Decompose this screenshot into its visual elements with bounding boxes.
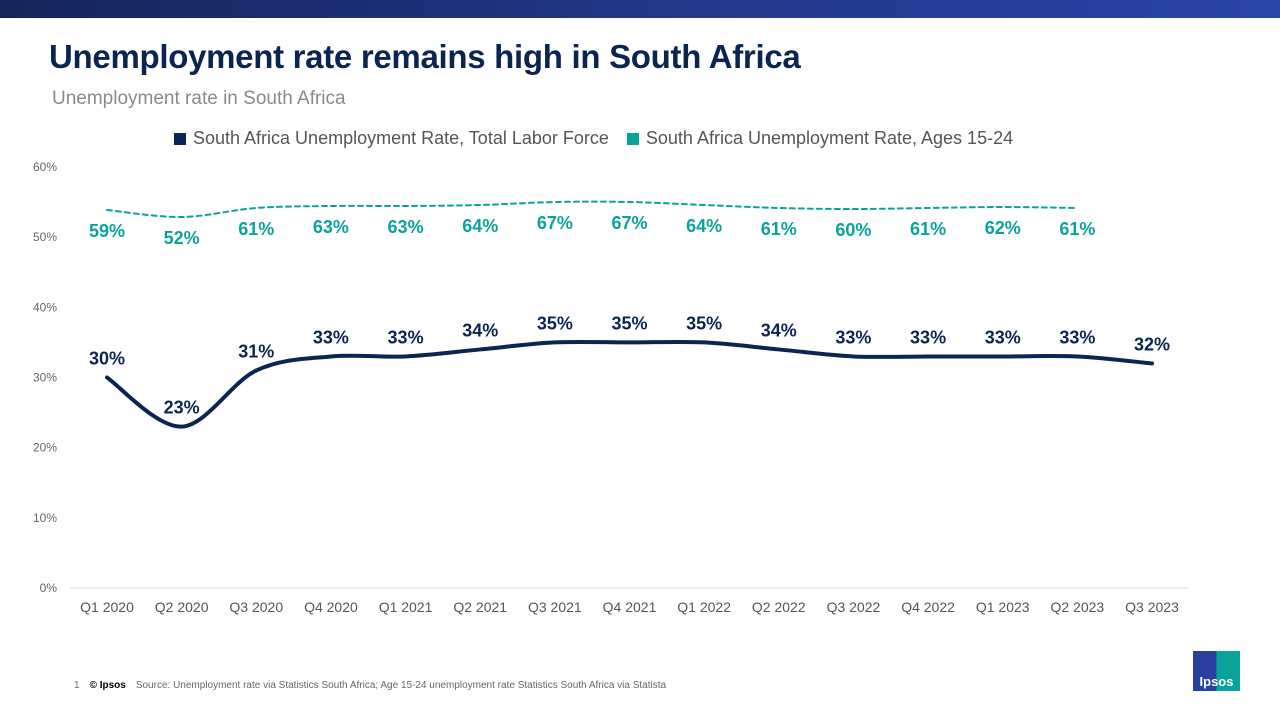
x-tick-label: Q1 2023 bbox=[976, 599, 1030, 615]
data-label: 64% bbox=[686, 216, 722, 236]
legend-item-youth: South Africa Unemployment Rate, Ages 15-… bbox=[626, 128, 1014, 149]
x-tick-label: Q4 2020 bbox=[304, 599, 358, 615]
y-tick-label: 20% bbox=[33, 441, 57, 455]
data-label: 59% bbox=[89, 221, 125, 241]
y-tick-label: 40% bbox=[33, 300, 57, 314]
x-tick-label: Q1 2022 bbox=[677, 599, 731, 615]
data-label: 33% bbox=[1059, 327, 1095, 347]
footer: 1 © Ipsos Source: Unemployment rate via … bbox=[74, 680, 666, 691]
legend-label-youth: South Africa Unemployment Rate, Ages 15-… bbox=[645, 128, 1014, 148]
y-tick-label: 50% bbox=[33, 230, 57, 244]
x-tick-label: Q4 2022 bbox=[901, 599, 955, 615]
data-label: 35% bbox=[611, 313, 647, 333]
legend-label-total: South Africa Unemployment Rate, Total La… bbox=[193, 128, 609, 148]
x-tick-label: Q1 2021 bbox=[379, 599, 433, 615]
copyright: © Ipsos bbox=[89, 680, 126, 691]
ipsos-logo: Ipsos bbox=[1193, 651, 1240, 691]
data-label: 67% bbox=[537, 213, 573, 233]
data-label: 30% bbox=[89, 349, 125, 369]
x-tick-label: Q1 2020 bbox=[80, 599, 134, 615]
data-label: 23% bbox=[164, 398, 200, 418]
data-label: 33% bbox=[388, 327, 424, 347]
data-label: 35% bbox=[537, 313, 573, 333]
page-title: Unemployment rate remains high in South … bbox=[49, 38, 801, 75]
data-label: 33% bbox=[985, 327, 1021, 347]
data-label: 62% bbox=[985, 218, 1021, 238]
series-line-total bbox=[105, 339, 1154, 429]
data-label: 33% bbox=[835, 327, 871, 347]
data-label: 67% bbox=[611, 213, 647, 233]
data-label: 34% bbox=[462, 320, 498, 340]
data-label: 63% bbox=[313, 217, 349, 237]
data-label: 63% bbox=[388, 217, 424, 237]
x-tick-label: Q2 2022 bbox=[752, 599, 806, 615]
data-label: 33% bbox=[910, 327, 946, 347]
data-label: 61% bbox=[761, 219, 797, 239]
legend-swatch-youth bbox=[626, 132, 639, 145]
data-label: 31% bbox=[238, 341, 274, 361]
x-tick-label: Q2 2020 bbox=[155, 599, 209, 615]
data-label: 61% bbox=[238, 219, 274, 239]
x-tick-label: Q3 2023 bbox=[1125, 599, 1179, 615]
x-tick-label: Q2 2021 bbox=[453, 599, 507, 615]
y-tick-label: 30% bbox=[33, 371, 57, 385]
x-tick-label: Q3 2020 bbox=[229, 599, 283, 615]
y-tick-label: 0% bbox=[40, 581, 58, 595]
series-line-youth bbox=[106, 200, 1079, 219]
legend-item-total: South Africa Unemployment Rate, Total La… bbox=[174, 128, 609, 149]
chart-legend: South Africa Unemployment Rate, Total La… bbox=[174, 128, 1013, 149]
data-label: 61% bbox=[910, 219, 946, 239]
y-tick-label: 60% bbox=[33, 160, 57, 174]
x-tick-label: Q2 2023 bbox=[1050, 599, 1104, 615]
data-label: 35% bbox=[686, 313, 722, 333]
data-label: 60% bbox=[835, 220, 871, 240]
x-tick-label: Q3 2021 bbox=[528, 599, 582, 615]
data-label: 33% bbox=[313, 327, 349, 347]
page-number: 1 bbox=[74, 680, 80, 691]
data-label: 61% bbox=[1059, 219, 1095, 239]
legend-swatch-total bbox=[174, 132, 186, 145]
x-tick-label: Q3 2022 bbox=[827, 599, 881, 615]
data-label: 52% bbox=[164, 228, 200, 248]
page-subtitle: Unemployment rate in South Africa bbox=[52, 88, 346, 109]
data-label: 32% bbox=[1134, 334, 1170, 354]
x-tick-label: Q4 2021 bbox=[603, 599, 657, 615]
top-banner bbox=[0, 0, 1280, 18]
data-label: 64% bbox=[462, 216, 498, 236]
y-tick-label: 10% bbox=[33, 511, 57, 525]
data-label: 34% bbox=[761, 320, 797, 340]
source-note: Source: Unemployment rate via Statistics… bbox=[135, 680, 667, 691]
